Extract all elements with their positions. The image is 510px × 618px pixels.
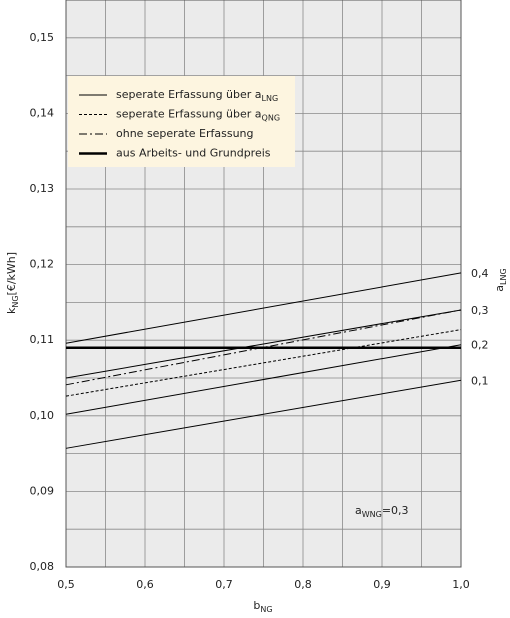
label-main: k: [5, 307, 18, 314]
series-line: [65, 379, 462, 449]
series-line: [65, 272, 462, 344]
line-label: 0,3: [471, 304, 489, 317]
label-rest: =0,3: [382, 504, 409, 517]
legend-name: ohne seperate Erfassung: [116, 127, 254, 140]
legend-name: aus Arbeits- und Grundpreis: [116, 147, 271, 160]
label-sub: WNG: [362, 510, 382, 519]
legend-sub: QNG: [262, 113, 280, 122]
plot-frame: [65, 0, 462, 568]
legend-box: [68, 76, 295, 167]
series-line: [65, 329, 462, 397]
series-line: [65, 344, 462, 415]
legend-sub: LNG: [262, 94, 279, 103]
x-tick-label: 0,7: [215, 578, 233, 591]
y-tick-label: 0,13: [30, 182, 55, 195]
legend-label: seperate Erfassung über aQNG: [116, 108, 280, 123]
legend-label: seperate Erfassung über aLNG: [116, 88, 278, 103]
label-sub: NG: [260, 605, 272, 614]
x-tick-label: 0,8: [294, 578, 312, 591]
y-tick-label: 0,14: [30, 106, 55, 119]
line-label: 0,1: [471, 374, 489, 387]
x-tick-label: 0,9: [373, 578, 391, 591]
legend-name: seperate Erfassung über a: [116, 88, 262, 101]
x-tick-label: 1,0: [452, 578, 470, 591]
label-sub: LNG: [499, 268, 508, 285]
legend-name: seperate Erfassung über a: [116, 108, 262, 121]
label-rest: [€/kWh]: [5, 252, 18, 296]
label-main: a: [493, 285, 506, 292]
series-line: [65, 309, 462, 386]
y-axis-label: kNG[€/kWh]: [5, 252, 20, 314]
y2-axis-label: aLNG: [493, 268, 508, 291]
line-label: 0,2: [471, 339, 489, 352]
x-tick-label: 0,6: [136, 578, 154, 591]
y-tick-label: 0,11: [30, 333, 55, 346]
label-main: a: [355, 504, 362, 517]
legend-label: aus Arbeits- und Grundpreis: [116, 147, 271, 160]
x-tick-label: 0,5: [57, 578, 75, 591]
label-main: b: [253, 599, 260, 612]
y-tick-label: 0,09: [30, 484, 55, 497]
y-tick-label: 0,12: [30, 258, 55, 271]
y-tick-label: 0,10: [30, 409, 55, 422]
annotation: aWNG=0,3: [355, 504, 409, 519]
legend-label: ohne seperate Erfassung: [116, 127, 254, 140]
x-axis-label: bNG: [253, 599, 272, 614]
label-sub: NG: [11, 295, 20, 307]
line-label: 0,4: [471, 267, 489, 280]
series-line: [65, 309, 462, 379]
y-tick-label: 0,15: [30, 31, 55, 44]
y-tick-label: 0,08: [30, 560, 55, 573]
